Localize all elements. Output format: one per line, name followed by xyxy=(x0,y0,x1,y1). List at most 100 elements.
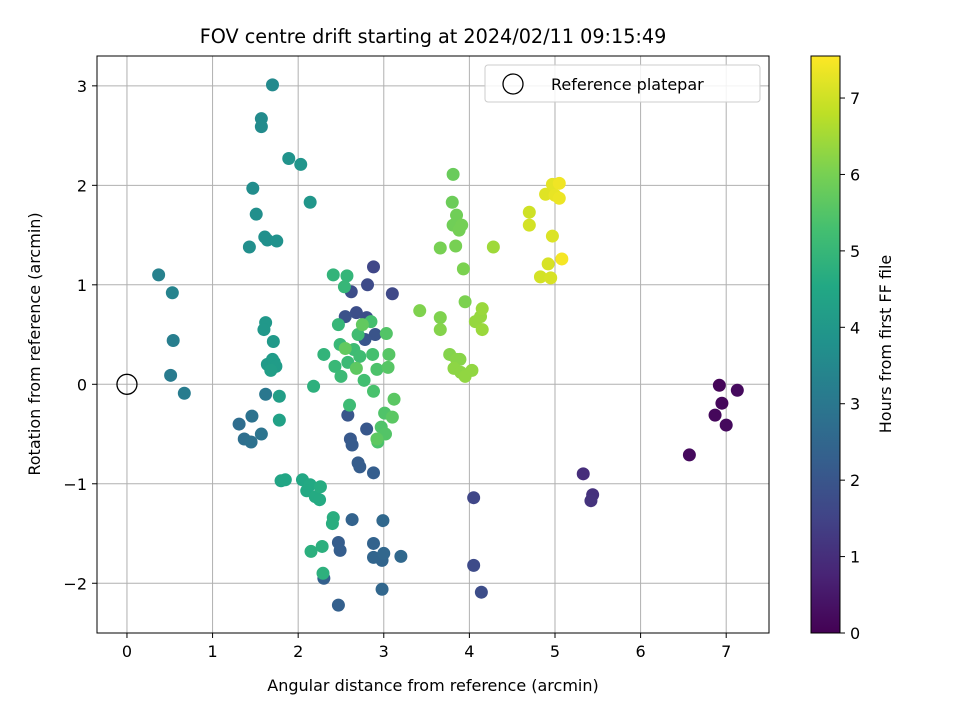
x-tick-label: 2 xyxy=(293,642,303,661)
data-point xyxy=(474,585,488,599)
data-point xyxy=(552,191,566,205)
data-point xyxy=(337,280,351,294)
data-point xyxy=(242,240,256,254)
data-point xyxy=(317,347,331,361)
data-point xyxy=(522,218,536,232)
data-point xyxy=(315,539,329,553)
data-point xyxy=(244,435,258,449)
data-point xyxy=(576,467,590,481)
data-point xyxy=(331,598,345,612)
data-point xyxy=(349,361,363,375)
data-point xyxy=(360,422,374,436)
x-tick-label: 4 xyxy=(464,642,474,661)
data-point xyxy=(367,466,381,480)
colorbar-tick-label: 6 xyxy=(850,165,860,184)
x-axis-label: Angular distance from reference (arcmin) xyxy=(267,676,598,695)
data-point xyxy=(325,517,339,531)
data-point xyxy=(340,269,354,283)
legend: Reference platepar xyxy=(484,64,761,103)
data-point xyxy=(272,413,286,427)
data-point xyxy=(254,120,268,134)
data-point xyxy=(455,218,469,232)
data-point xyxy=(316,566,330,580)
data-point xyxy=(367,536,381,550)
colorbar xyxy=(810,55,841,634)
data-point xyxy=(257,323,271,337)
data-point xyxy=(545,229,559,243)
data-point xyxy=(307,379,321,393)
data-point xyxy=(541,257,555,271)
data-point xyxy=(345,438,359,452)
data-point xyxy=(166,334,180,348)
data-point xyxy=(377,546,391,560)
data-point xyxy=(259,387,273,401)
colorbar-label: Hours from first FF file xyxy=(876,255,895,434)
colorbar-tick-label: 4 xyxy=(850,318,860,337)
gridlines xyxy=(97,56,769,633)
y-tick-label: 1 xyxy=(77,276,87,295)
data-point xyxy=(367,260,381,274)
colorbar-tick-label: 0 xyxy=(850,624,860,643)
data-point xyxy=(345,513,359,527)
colorbar-tick-label: 3 xyxy=(850,395,860,414)
data-point xyxy=(361,278,375,292)
y-tick-label: −1 xyxy=(63,475,87,494)
data-point xyxy=(450,208,464,222)
data-point xyxy=(370,432,384,446)
data-point xyxy=(465,363,479,377)
data-point xyxy=(367,384,381,398)
data-point xyxy=(433,241,447,255)
reference-platepar-marker xyxy=(116,373,138,395)
data-point xyxy=(343,398,357,412)
data-point xyxy=(313,480,327,494)
data-point xyxy=(385,287,399,301)
data-point xyxy=(351,328,365,342)
y-tick-label: 2 xyxy=(77,176,87,195)
y-tick-label: 0 xyxy=(77,375,87,394)
x-tick-label: 1 xyxy=(207,642,217,661)
data-point xyxy=(446,167,460,181)
plot-frame xyxy=(96,55,770,634)
data-point xyxy=(715,396,729,410)
data-point xyxy=(260,233,274,247)
data-point xyxy=(456,262,470,276)
data-point xyxy=(164,368,178,382)
data-point xyxy=(712,378,726,392)
colorbar-tick-label: 7 xyxy=(850,89,860,108)
data-point xyxy=(584,494,598,508)
legend-label: Reference platepar xyxy=(551,75,704,94)
colorbar-tick-label: 2 xyxy=(850,471,860,490)
data-point xyxy=(272,389,286,403)
data-point xyxy=(266,335,280,349)
data-point xyxy=(458,295,472,309)
data-point xyxy=(249,207,263,221)
data-point xyxy=(282,151,296,165)
data-point xyxy=(385,410,399,424)
data-point xyxy=(232,417,246,431)
data-point xyxy=(338,341,352,355)
data-point xyxy=(475,302,489,316)
x-tick-label: 6 xyxy=(635,642,645,661)
data-point xyxy=(719,418,733,432)
data-point xyxy=(433,323,447,337)
data-point xyxy=(304,544,318,558)
data-point xyxy=(368,328,382,342)
colorbar-ticks: 0 1 2 3 4 5 6 7 xyxy=(840,89,860,643)
data-point xyxy=(366,347,380,361)
data-point xyxy=(486,240,500,254)
data-point xyxy=(555,252,569,266)
data-point xyxy=(353,349,367,363)
data-point xyxy=(357,373,371,387)
data-point xyxy=(331,318,345,332)
data-point xyxy=(382,347,396,361)
data-point xyxy=(376,514,390,528)
data-point xyxy=(467,491,481,505)
data-point xyxy=(303,195,317,209)
data-point xyxy=(387,392,401,406)
data-point xyxy=(475,323,489,337)
data-point xyxy=(165,286,179,300)
data-point xyxy=(265,78,279,92)
data-point xyxy=(375,582,389,596)
data-point xyxy=(246,181,260,195)
